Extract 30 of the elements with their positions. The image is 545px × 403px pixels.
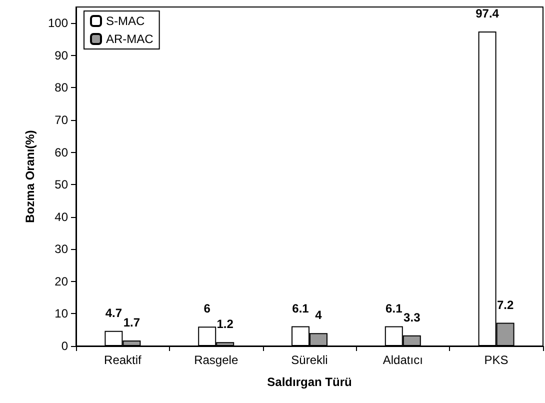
data-label: 6.1 <box>292 301 310 316</box>
y-tick-label: 40 <box>54 210 68 224</box>
data-label: 4.7 <box>105 306 122 320</box>
y-tick-label: 10 <box>54 306 68 321</box>
y-axis-title: Bozma Oranı(%) <box>23 130 37 223</box>
x-tick-label: Rasgele <box>194 353 238 367</box>
x-axis-title: Saldırgan Türü <box>267 375 352 389</box>
y-tick-label: 50 <box>54 178 68 192</box>
y-tick-label: 0 <box>61 339 68 353</box>
data-label: 1.7 <box>123 316 140 330</box>
data-label: 3.3 <box>404 310 421 324</box>
y-tick-label: 20 <box>54 274 68 288</box>
data-label: 97.4 <box>476 6 500 21</box>
legend-label: S-MAC <box>106 14 145 28</box>
data-label: 7.2 <box>496 298 514 312</box>
x-tick-label: Reaktif <box>104 353 142 367</box>
legend-label: AR-MAC <box>106 32 154 46</box>
data-label: 6 <box>204 302 211 316</box>
y-tick-label: 80 <box>54 80 68 95</box>
data-label: 1.2 <box>216 317 234 332</box>
x-tick-label: PKS <box>484 353 508 367</box>
data-label: 4 <box>315 308 322 322</box>
data-label: 6.1 <box>386 301 403 316</box>
y-tick-label: 30 <box>54 242 68 256</box>
y-tick-label: 90 <box>54 48 68 62</box>
y-tick-label: 100 <box>48 16 68 30</box>
x-tick-label: Sürekli <box>291 353 328 367</box>
x-tick-label: Aldatıcı <box>382 353 423 367</box>
y-tick-label: 60 <box>54 145 68 160</box>
y-tick-label: 70 <box>54 113 68 127</box>
